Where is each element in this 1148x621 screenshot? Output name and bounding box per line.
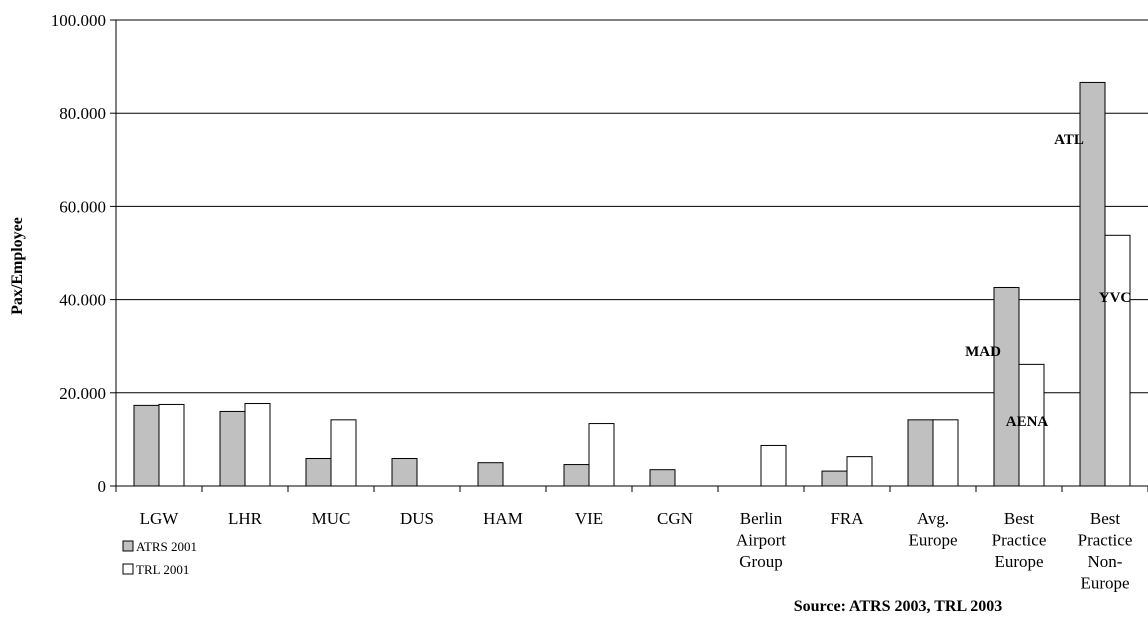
x-tick-label: Europe	[994, 552, 1043, 571]
bar-atrs-2001	[993, 286, 1020, 487]
x-tick-label: FRA	[830, 509, 864, 528]
annotation-label: AENA	[1006, 414, 1049, 430]
x-tick-label: Group	[739, 552, 782, 571]
bar-atrs-2001	[563, 464, 590, 487]
bar-atrs-2001	[649, 469, 676, 487]
annotation-label: YVC	[1099, 290, 1132, 306]
x-tick-label: Non-	[1088, 552, 1123, 571]
bar-trl-2001	[1018, 363, 1045, 487]
x-tick-label: LGW	[140, 509, 180, 528]
x-tick-label: Practice	[992, 531, 1047, 550]
x-tick-label: DUS	[400, 509, 434, 528]
x-tick-label: Europe	[1080, 574, 1129, 593]
x-tick-label: Practice	[1078, 531, 1133, 550]
annotation-label: MAD	[965, 344, 1001, 360]
legend-label: ATRS 2001	[136, 539, 197, 554]
legend-label: TRL 2001	[136, 562, 189, 577]
bar-atrs-2001	[477, 462, 504, 487]
bar-trl-2001	[932, 419, 959, 487]
bar-trl-2001	[1104, 234, 1131, 487]
y-tick-label: 60.000	[59, 197, 106, 216]
x-tick-label: LHR	[228, 509, 263, 528]
x-tick-label: Berlin	[740, 509, 783, 528]
y-tick-label: 0	[98, 477, 107, 496]
x-tick-label: HAM	[483, 509, 523, 528]
x-tick-label: Avg.	[917, 509, 949, 528]
x-tick-label: VIE	[575, 509, 603, 528]
legend-swatch	[122, 540, 134, 552]
x-tick-label: MUC	[312, 509, 351, 528]
x-tick-label: Best	[1004, 509, 1035, 528]
bar-atrs-2001	[821, 470, 848, 487]
y-tick-label: 40.000	[59, 291, 106, 310]
bar-atrs-2001	[133, 404, 160, 487]
bar-atrs-2001	[305, 458, 332, 487]
source-note: Source: ATRS 2003, TRL 2003	[794, 598, 1002, 615]
x-tick-label: CGN	[657, 509, 693, 528]
y-axis-label: Pax/Employee	[9, 217, 26, 315]
annotation-label: ATL	[1054, 132, 1084, 148]
bar-atrs-2001	[907, 419, 934, 487]
bar-trl-2001	[588, 423, 615, 487]
y-tick-label: 80.000	[59, 104, 106, 123]
bar-trl-2001	[330, 419, 357, 487]
legend-swatch	[122, 563, 134, 575]
y-tick-label: 20.000	[59, 384, 106, 403]
y-tick-label: 100.000	[51, 11, 106, 30]
bar-atrs-2001	[391, 458, 418, 487]
bar-atrs-2001	[219, 410, 246, 487]
bar-trl-2001	[244, 403, 271, 487]
x-tick-label: Airport	[736, 531, 786, 550]
bar-atrs-2001	[1079, 81, 1106, 487]
bar-trl-2001	[760, 444, 787, 487]
bar-trl-2001	[846, 456, 873, 487]
x-tick-label: Europe	[908, 531, 957, 550]
bar-trl-2001	[158, 403, 185, 487]
x-tick-label: Best	[1090, 509, 1121, 528]
